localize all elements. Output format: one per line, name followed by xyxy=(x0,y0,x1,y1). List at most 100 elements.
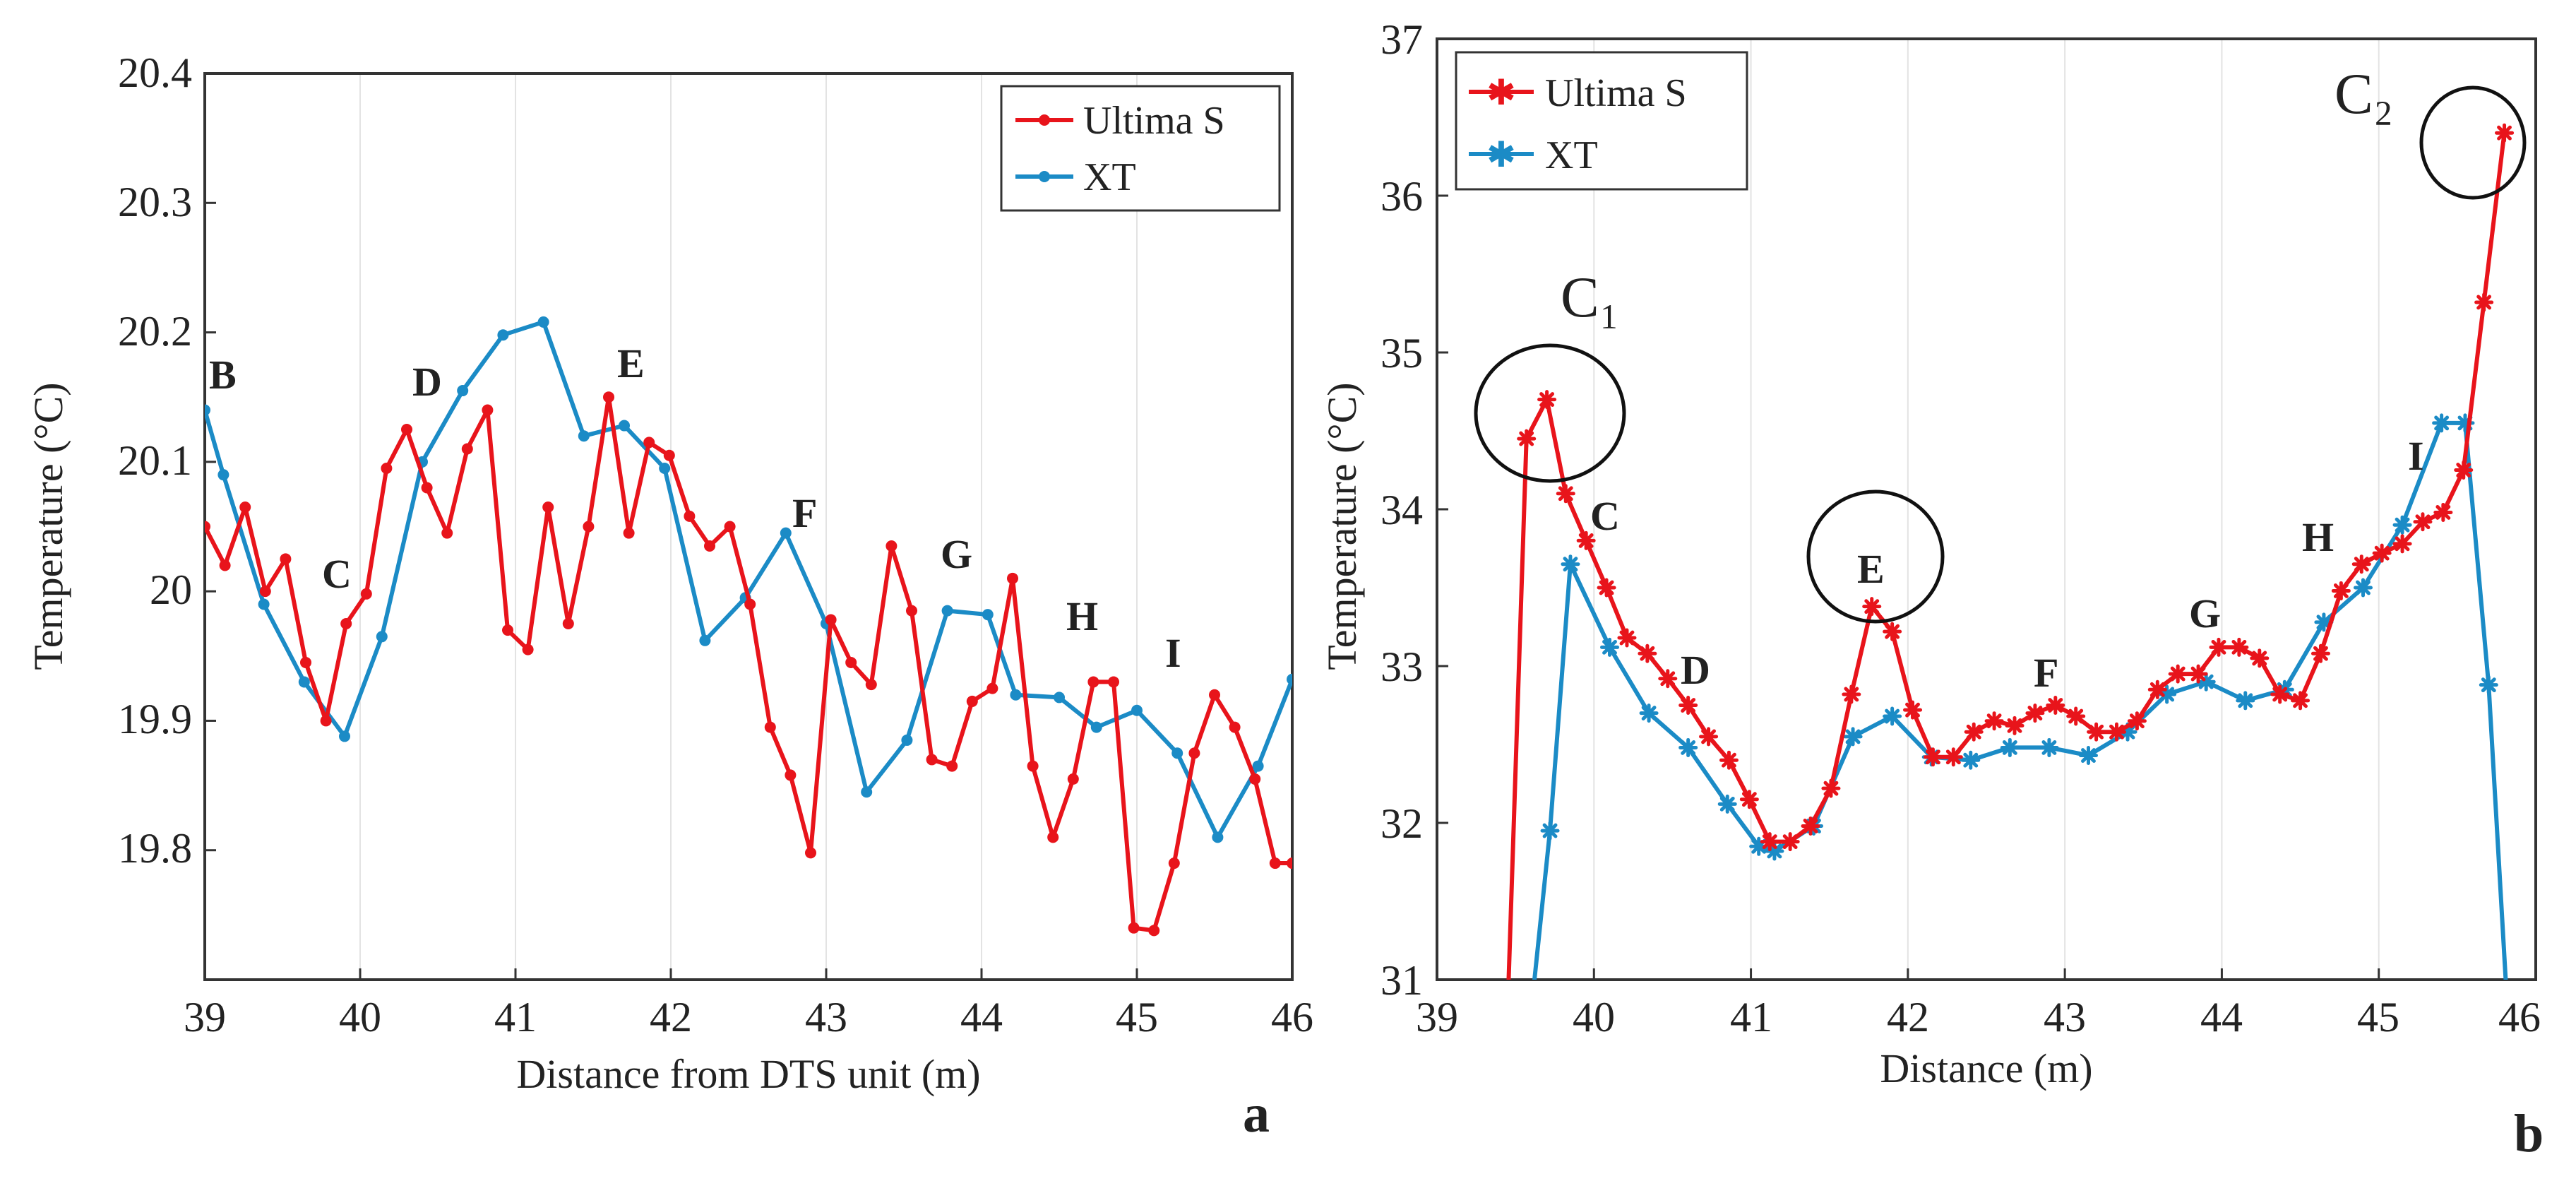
data-point xyxy=(1500,1003,1515,1019)
data-point xyxy=(1287,857,1292,870)
x-tick-label: 41 xyxy=(494,994,537,1040)
data-point xyxy=(1617,628,1637,648)
data-point xyxy=(1719,750,1739,770)
point-annotations: B C D E F G H I xyxy=(209,340,1181,676)
x-tick-label: 39 xyxy=(1416,994,1458,1040)
data-point xyxy=(1780,832,1800,852)
data-point xyxy=(1658,669,1678,689)
data-point xyxy=(906,605,917,617)
series-xt xyxy=(205,316,1292,843)
x-tick-label: 44 xyxy=(2200,994,2243,1040)
annotation-label: E xyxy=(1857,546,1885,592)
data-point xyxy=(1269,857,1281,870)
data-point xyxy=(2495,123,2515,143)
x-tick-label: 42 xyxy=(650,994,692,1040)
legend-marker-xt xyxy=(1039,171,1050,182)
data-point xyxy=(1108,676,1119,688)
data-point xyxy=(901,734,913,746)
data-point xyxy=(1148,925,1160,937)
data-point xyxy=(2066,706,2086,726)
y-tick-label: 19.8 xyxy=(118,825,192,872)
data-point xyxy=(1537,390,1557,410)
data-point xyxy=(542,502,554,514)
y-axis-label: Temperature (°C) xyxy=(1319,382,1365,670)
data-point xyxy=(1678,737,1698,757)
data-point xyxy=(623,527,635,539)
data-point xyxy=(1964,722,1984,742)
data-point xyxy=(1556,484,1575,504)
data-point xyxy=(1252,760,1264,772)
data-point xyxy=(1883,622,1902,641)
data-point xyxy=(704,540,715,552)
annotation-label: G xyxy=(941,531,972,577)
data-point xyxy=(1923,747,1943,767)
data-point xyxy=(1087,676,1099,688)
y-tick-label: 20.2 xyxy=(118,308,192,355)
y-tick-label: 19.9 xyxy=(118,696,192,742)
data-point xyxy=(699,634,711,646)
y-tick-label: 33 xyxy=(1381,643,1423,690)
y-tick-label: 34 xyxy=(1381,487,1423,533)
series-xt xyxy=(1532,413,2508,980)
data-point xyxy=(886,540,898,552)
data-point xyxy=(2209,637,2229,657)
legend-marker-xt: ✱ xyxy=(1486,134,1516,175)
data-point xyxy=(845,656,857,668)
x-tick-label: 43 xyxy=(805,994,847,1040)
legend-label-ultima: Ultima S xyxy=(1545,71,1687,115)
highlight-circle-e xyxy=(1806,489,1945,624)
legend-box xyxy=(1000,85,1281,212)
x-axis-label: Distance (m) xyxy=(1880,1045,2092,1091)
data-point xyxy=(219,559,231,571)
tick-marks xyxy=(203,72,1294,980)
annotation-label: F xyxy=(792,490,817,536)
x-tick-label: 40 xyxy=(339,994,381,1040)
data-point xyxy=(1209,689,1220,701)
x-tick-label: 40 xyxy=(1573,994,1615,1040)
data-point xyxy=(2039,737,2059,757)
annotation-label: E xyxy=(617,340,645,386)
data-point xyxy=(986,682,998,694)
data-point xyxy=(2000,737,2020,757)
data-point xyxy=(2310,643,2330,663)
series-line xyxy=(205,395,1292,933)
y-tick-label: 20.4 xyxy=(118,49,192,96)
data-point xyxy=(1047,831,1059,843)
annotation-label: I xyxy=(2408,433,2424,479)
annotation-label: C xyxy=(1590,493,1620,539)
data-point xyxy=(865,679,877,691)
data-point xyxy=(537,316,549,328)
data-point xyxy=(2392,534,2412,554)
data-point xyxy=(1801,816,1820,836)
data-point xyxy=(1188,747,1200,759)
data-point xyxy=(1007,572,1018,584)
circle-label-c1: C₁ xyxy=(1561,265,1619,329)
y-tick-label: 31 xyxy=(1381,957,1423,1004)
data-point xyxy=(966,695,978,707)
x-tick-labels: 39 40 41 42 43 44 45 46 xyxy=(184,994,1313,1040)
data-point xyxy=(2046,696,2065,715)
data-point xyxy=(2078,746,2098,766)
panel-a: 39 40 41 42 43 44 45 46 19.8 19.9 20 20.… xyxy=(25,49,1313,1144)
data-point xyxy=(1287,673,1292,685)
x-tick-labels: 39 40 41 42 43 44 45 46 xyxy=(1416,994,2541,1040)
data-point xyxy=(1638,643,1657,663)
annotation-label: I xyxy=(1165,630,1181,676)
panel-label: b xyxy=(2514,1104,2544,1163)
data-point xyxy=(339,730,350,742)
data-point xyxy=(805,847,816,859)
data-point xyxy=(497,329,509,341)
data-point xyxy=(724,521,736,533)
data-point xyxy=(2025,704,2045,723)
data-point xyxy=(2188,664,2208,684)
series-line xyxy=(1532,420,2508,980)
data-point xyxy=(1054,692,1065,704)
data-point xyxy=(2236,691,2255,711)
data-point xyxy=(780,527,792,539)
data-point xyxy=(2291,691,2310,711)
data-point xyxy=(2168,664,2188,684)
point-annotations: C D E F G H I xyxy=(1590,433,2424,696)
data-point xyxy=(659,463,671,475)
annotation-label: H xyxy=(1066,593,1098,639)
y-tick-label: 20 xyxy=(150,566,192,613)
